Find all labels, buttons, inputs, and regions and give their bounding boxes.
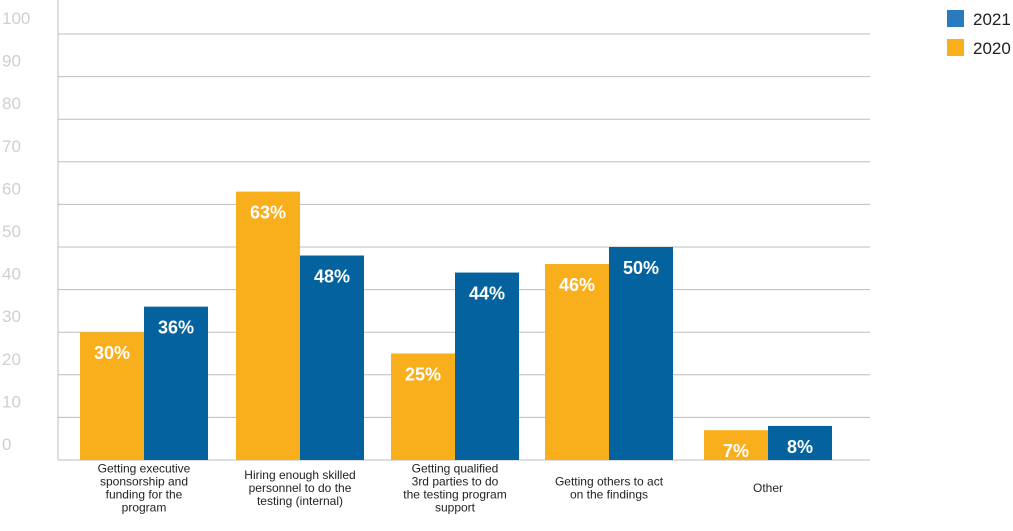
data-label-2021-3: 50% <box>623 258 659 278</box>
x-category-line: the testing program <box>403 488 506 502</box>
y-tick-label: 50 <box>2 222 21 241</box>
y-tick-label: 30 <box>2 307 21 326</box>
bar-2020-4 <box>704 430 768 460</box>
y-tick-label: 80 <box>2 94 21 113</box>
x-category-label: Getting others to act on the findings <box>555 475 664 502</box>
bar-2020-3 <box>545 264 609 460</box>
data-label-2020-0: 30% <box>94 343 130 363</box>
x-category-line: testing (internal) <box>257 494 343 508</box>
legend-label-2020: 2020 <box>973 39 1011 58</box>
bars-layer <box>80 191 832 460</box>
bar-2021-1 <box>300 255 364 460</box>
bar-2021-2 <box>455 272 519 460</box>
x-category-line: Other <box>753 481 783 495</box>
legend-swatch-2021 <box>947 10 964 27</box>
y-tick-label: 100 <box>2 9 30 28</box>
x-category-line: Getting others to act <box>555 475 664 489</box>
x-category-line: on the findings <box>570 488 648 502</box>
bar-labels-layer: 30% 63% 25% 46% 7% 36% 48% 44% 50% 8% <box>94 203 813 462</box>
data-label-2021-4: 8% <box>787 437 813 457</box>
y-axis-ticks: 0 10 20 30 40 50 60 70 80 90 100 <box>2 9 30 454</box>
x-category-line: sponsorship and <box>100 475 188 489</box>
data-label-2020-2: 25% <box>405 365 441 385</box>
data-label-2020-3: 46% <box>559 275 595 295</box>
y-tick-label: 0 <box>2 435 11 454</box>
legend-swatch-2020 <box>947 39 964 56</box>
x-category-line: support <box>435 501 476 515</box>
bar-2020-1 <box>236 191 300 460</box>
data-label-2020-1: 63% <box>250 203 286 223</box>
y-tick-label: 60 <box>2 179 21 198</box>
y-tick-label: 70 <box>2 137 21 156</box>
x-category-line: Hiring enough skilled <box>244 468 355 482</box>
x-category-line: Getting executive <box>98 462 191 476</box>
bar-2020-2 <box>391 353 455 460</box>
bar-2021-4 <box>768 425 832 460</box>
x-category-line: Getting qualified <box>412 462 499 476</box>
x-category-line: program <box>122 501 167 515</box>
data-label-2020-4: 7% <box>723 441 749 461</box>
y-tick-label: 20 <box>2 350 21 369</box>
bar-2021-0 <box>144 306 208 460</box>
x-category-line: 3rd parties to do <box>412 475 499 489</box>
data-label-2021-0: 36% <box>158 318 194 338</box>
x-category-label: Hiring enough skilled personnel to do the… <box>244 468 355 508</box>
y-tick-label: 10 <box>2 392 21 411</box>
x-category-label: Getting executive sponsorship and funding … <box>98 462 191 515</box>
x-axis-categories: Getting executive sponsorship and funding … <box>98 462 783 515</box>
x-category-label: Getting qualified 3rd parties to do the te… <box>403 462 506 515</box>
y-tick-label: 40 <box>2 265 21 284</box>
legend: 2021 2020 <box>947 10 1011 58</box>
data-label-2021-2: 44% <box>469 284 505 304</box>
bar-2020-0 <box>80 332 144 460</box>
x-category-line: personnel to do the <box>249 481 352 495</box>
x-category-label: Other <box>753 481 783 495</box>
x-category-line: funding for the <box>106 488 183 502</box>
bar-2021-3 <box>609 247 673 460</box>
legend-label-2021: 2021 <box>973 10 1011 29</box>
data-label-2021-1: 48% <box>314 267 350 287</box>
y-tick-label: 90 <box>2 52 21 71</box>
